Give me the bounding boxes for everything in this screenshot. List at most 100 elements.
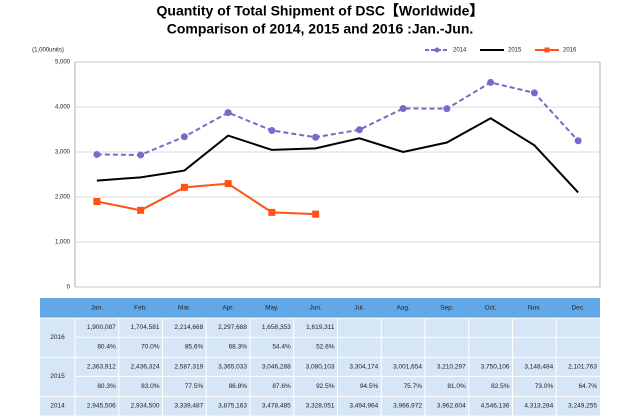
series-line	[96, 81, 579, 156]
table-header-cell: Nov.	[528, 305, 541, 312]
table-header-cell: Jun.	[309, 305, 321, 312]
point	[224, 109, 232, 117]
legend-marker	[544, 47, 550, 53]
table-row	[40, 397, 600, 416]
point	[312, 133, 320, 141]
table-value: 3,080,103	[306, 363, 335, 370]
table-header-cell: Apr.	[222, 305, 234, 312]
table-value: 2,587,319	[174, 363, 203, 370]
y-tick-label: 1,000	[55, 240, 71, 246]
table-header	[40, 298, 600, 318]
y-tick-label: 3,000	[55, 150, 71, 156]
table-header-cell: Sep.	[440, 305, 454, 312]
point	[355, 126, 363, 134]
point	[137, 151, 145, 159]
y-tick-label: 0	[67, 285, 71, 291]
point	[268, 126, 276, 134]
point	[180, 183, 188, 191]
table-ratio: 64.7%	[579, 383, 598, 390]
y-tick-label: 4,000	[55, 105, 71, 111]
y-tick-label: 2,000	[55, 195, 71, 201]
table-value: 4,313,284	[524, 403, 553, 410]
legend-label: 2016	[563, 48, 577, 54]
series-line	[96, 182, 316, 216]
table-ratio: 86.8%	[229, 383, 248, 390]
table-value: 3,001,654	[393, 363, 422, 370]
table-value: 3,962,604	[437, 403, 466, 410]
table-header-cell: Jul.	[354, 305, 364, 312]
point	[268, 208, 276, 216]
table-ratio: 77.5%	[185, 383, 204, 390]
table-value: 1,900,087	[87, 324, 116, 331]
table-ratio: 81.0%	[447, 383, 466, 390]
table-value: 3,875,163	[218, 403, 247, 410]
table-value: 2,214,668	[174, 324, 203, 331]
chart-title: Quantity of Total Shipment of DSC【Worldw…	[157, 3, 484, 19]
row-label: 2015	[50, 373, 65, 380]
legend-label: 2015	[508, 48, 522, 54]
table-value: 3,478,485	[262, 403, 291, 410]
table-value: 2,934,500	[131, 403, 160, 410]
table-ratio: 68.3%	[229, 344, 248, 351]
table-ratio: 73.0%	[535, 383, 554, 390]
y-tick-label: 5,000	[55, 60, 71, 66]
point	[312, 210, 320, 218]
table-value: 3,046,288	[262, 363, 291, 370]
chart-subtitle: Comparison of 2014, 2015 and 2016 :Jan.-…	[167, 21, 474, 37]
point	[137, 206, 145, 214]
table-ratio: 87.6%	[272, 383, 291, 390]
table-header-cell: Aug.	[396, 305, 410, 312]
table-header-cell: May.	[265, 305, 279, 312]
row-label: 2014	[50, 403, 65, 410]
table-header-cell: Dec.	[571, 305, 585, 312]
table-ratio: 83.0%	[141, 383, 160, 390]
point	[93, 197, 101, 205]
table-value: 1,704,581	[131, 324, 160, 331]
table-value: 3,750,106	[481, 363, 510, 370]
point	[399, 104, 407, 112]
table-header-cell: Feb.	[134, 305, 147, 312]
table-value: 3,249,255	[568, 403, 597, 410]
table-value: 3,328,051	[306, 403, 335, 410]
row-label: 2016	[50, 334, 65, 341]
table-ratio: 85.6%	[185, 344, 204, 351]
table-ratio: 52.6%	[316, 344, 335, 351]
table-value: 2,363,912	[87, 363, 116, 370]
table-value: 2,101,763	[568, 363, 597, 370]
point	[487, 78, 495, 86]
table-ratio: 70.0%	[141, 344, 160, 351]
table-ratio: 54.4%	[272, 344, 291, 351]
table-value: 2,297,688	[218, 324, 247, 331]
legend-marker	[434, 47, 440, 53]
table-ratio: 80.3%	[97, 383, 116, 390]
table-value: 4,546,136	[481, 403, 510, 410]
table-value: 3,339,487	[174, 403, 203, 410]
table-ratio: 82.5%	[491, 383, 510, 390]
table-value: 3,210,297	[437, 363, 466, 370]
point	[443, 105, 451, 113]
point	[574, 137, 582, 145]
table-header-cell: Jan.	[91, 305, 103, 312]
y-axis-label: (1,000units)	[32, 48, 64, 54]
table-header-cell: Mar.	[178, 305, 191, 312]
legend-label: 2014	[453, 48, 467, 54]
table-value: 3,304,174	[349, 363, 378, 370]
table-value: 1,658,353	[262, 324, 291, 331]
point	[93, 150, 101, 158]
table-ratio: 75.7%	[404, 383, 423, 390]
table-value: 2,436,324	[131, 363, 160, 370]
table-value: 3,966,972	[393, 403, 422, 410]
series-line	[96, 117, 579, 194]
table-value: 3,365,033	[218, 363, 247, 370]
table-ratio: 94.5%	[360, 383, 379, 390]
table-value: 3,494,964	[349, 403, 378, 410]
table-ratio: 92.5%	[316, 383, 335, 390]
point	[530, 89, 538, 97]
table-header-cell: Oct.	[485, 305, 497, 312]
table-value: 3,148,484	[524, 363, 553, 370]
point	[224, 180, 232, 188]
table-value: 1,619,311	[306, 324, 335, 331]
table-ratio: 80.4%	[97, 344, 116, 351]
table-value: 2,945,506	[87, 403, 116, 410]
